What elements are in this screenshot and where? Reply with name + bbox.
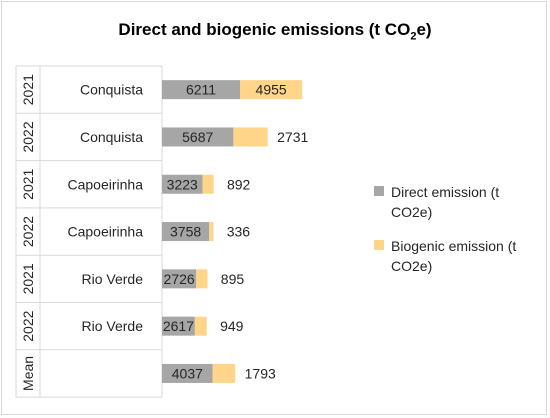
- data-label-biogenic: 336: [227, 224, 251, 240]
- site-label: Conquista: [80, 129, 143, 145]
- year-label: 2021: [20, 263, 36, 294]
- data-label-direct: 5687: [182, 129, 213, 145]
- legend: Direct emission (t CO2e) Biogenic emissi…: [374, 182, 544, 290]
- bar-biogenic: [240, 80, 303, 100]
- year-label: 2022: [20, 310, 36, 341]
- bar-direct: [162, 316, 195, 336]
- year-label: 2021: [20, 168, 36, 199]
- legend-swatch-direct: [374, 186, 384, 196]
- legend-label-biogenic: Biogenic emission (t CO2e): [391, 238, 517, 274]
- chart-title-subscript: 2: [410, 30, 417, 43]
- bar-direct: [162, 127, 234, 147]
- bar-biogenic: [212, 363, 236, 383]
- year-label: Mean: [20, 356, 36, 391]
- data-label-direct: 3758: [170, 224, 201, 240]
- data-label-direct: 2617: [163, 318, 194, 334]
- data-label-biogenic: 2731: [277, 129, 308, 145]
- chart-title: Direct and biogenic emissions (t CO2e): [2, 20, 548, 42]
- year-label: 2021: [20, 74, 36, 105]
- bar-biogenic: [202, 174, 214, 194]
- data-label-biogenic: 895: [221, 271, 245, 287]
- legend-swatch-biogenic: [374, 240, 384, 250]
- chart-title-tail: e): [416, 20, 432, 39]
- data-label-biogenic: 1793: [245, 365, 276, 381]
- data-label-direct: 4037: [172, 365, 203, 381]
- site-label: Capoeirinha: [68, 176, 144, 192]
- site-label: Rio Verde: [82, 271, 144, 287]
- data-label-biogenic: 949: [220, 318, 244, 334]
- bar-direct: [162, 174, 203, 194]
- bar-direct: [162, 363, 213, 383]
- legend-label-direct: Direct emission (t CO2e): [391, 184, 500, 220]
- bar-biogenic: [233, 127, 268, 147]
- data-label-direct: 3223: [167, 176, 198, 192]
- year-label: 2022: [20, 121, 36, 152]
- legend-item-direct: Direct emission (t CO2e): [374, 182, 544, 222]
- data-label-direct: 6211: [186, 82, 216, 98]
- bar-biogenic: [196, 269, 208, 289]
- data-label-biogenic: 892: [227, 176, 251, 192]
- bar-biogenic: [209, 222, 214, 242]
- bar-direct: [162, 269, 197, 289]
- data-label-direct: 2726: [164, 271, 195, 287]
- site-label: Rio Verde: [82, 318, 144, 334]
- legend-item-biogenic: Biogenic emission (t CO2e): [374, 236, 544, 276]
- site-label: Capoeirinha: [68, 224, 144, 240]
- site-label: Conquista: [80, 82, 143, 98]
- data-label-biogenic: 4955: [256, 82, 287, 98]
- year-label: 2022: [20, 216, 36, 247]
- bar-direct: [162, 222, 210, 242]
- bar-direct: [162, 80, 240, 100]
- chart-title-main: Direct and biogenic emissions (t CO: [118, 20, 411, 39]
- bar-biogenic: [194, 316, 207, 336]
